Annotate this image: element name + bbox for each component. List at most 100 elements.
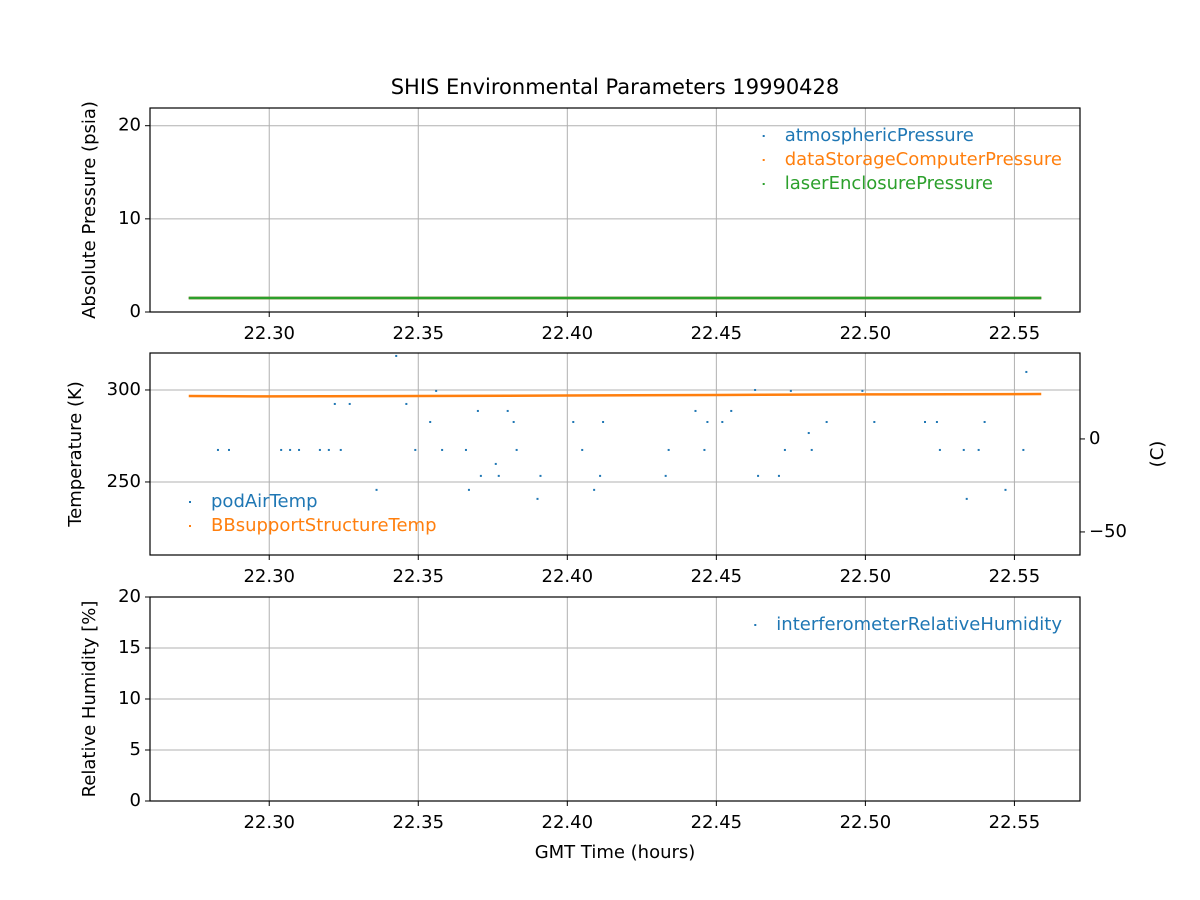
x-tick-label: 22.30 — [243, 566, 295, 587]
y2-axis-label: (C) — [1147, 441, 1168, 468]
data-point — [825, 420, 828, 423]
data-point — [289, 448, 292, 451]
y-tick-label: 0 — [130, 790, 141, 811]
y-tick-label: 5 — [130, 739, 141, 760]
legend-label: dataStorageComputerPressure — [785, 149, 1062, 170]
data-point — [593, 488, 596, 491]
data-point — [861, 389, 864, 392]
data-point — [497, 474, 500, 477]
data-point — [602, 420, 605, 423]
x-tick-label: 22.50 — [840, 566, 892, 587]
data-point — [479, 474, 482, 477]
legend-marker — [754, 624, 757, 626]
data-point — [375, 488, 378, 491]
data-point — [405, 402, 408, 405]
x-tick-label: 22.35 — [393, 566, 445, 587]
data-point — [536, 497, 539, 500]
data-point — [730, 409, 733, 412]
y-tick-label: 0 — [130, 301, 141, 322]
data-point — [216, 448, 219, 451]
y-tick-label: 20 — [118, 115, 141, 136]
data-point — [515, 448, 518, 451]
data-point — [962, 448, 965, 451]
data-point — [935, 420, 938, 423]
axes-frame — [149, 352, 1081, 556]
x-tick-label: 22.55 — [989, 323, 1041, 344]
data-point — [965, 497, 968, 500]
legend-label: podAirTemp — [211, 491, 318, 512]
legend-label: interferometerRelativeHumidity — [776, 614, 1062, 635]
legend-marker — [762, 183, 765, 185]
x-tick-label: 22.45 — [691, 323, 743, 344]
data-point — [339, 448, 342, 451]
y-axis-label: Relative Humidity [%] — [79, 601, 100, 798]
data-point — [664, 474, 667, 477]
y2-tick-label: 0 — [1089, 428, 1100, 449]
legend-label: laserEnclosurePressure — [785, 173, 993, 194]
y-tick-label: 250 — [107, 471, 141, 492]
data-point — [476, 409, 479, 412]
data-point — [703, 448, 706, 451]
data-point — [348, 402, 351, 405]
x-tick-label: 22.40 — [542, 323, 594, 344]
x-tick-label: 22.55 — [989, 812, 1041, 833]
data-point — [599, 474, 602, 477]
legend-marker — [762, 135, 765, 137]
data-point — [1004, 488, 1007, 491]
legend-marker — [189, 525, 191, 527]
x-tick-label: 22.55 — [989, 566, 1041, 587]
data-point — [539, 474, 542, 477]
x-tick-label: 22.45 — [691, 812, 743, 833]
x-tick-label: 22.50 — [840, 323, 892, 344]
series-line — [188, 392, 1042, 398]
y-tick-label: 15 — [118, 637, 141, 658]
data-point — [333, 402, 336, 405]
data-point — [512, 420, 515, 423]
x-tick-label: 22.45 — [691, 566, 743, 587]
x-tick-label: 22.35 — [393, 323, 445, 344]
axes-frame — [149, 107, 1081, 313]
data-point — [977, 448, 980, 451]
data-point — [1025, 370, 1028, 373]
y2-tick-label: −50 — [1089, 521, 1127, 542]
legend-label: BBsupportStructureTemp — [211, 515, 437, 536]
x-tick-label: 22.50 — [840, 812, 892, 833]
data-point — [494, 462, 497, 465]
data-point — [572, 420, 575, 423]
data-point — [938, 448, 941, 451]
legend-marker — [189, 501, 191, 503]
data-point — [464, 448, 467, 451]
data-point — [414, 448, 417, 451]
x-tick-label: 22.35 — [393, 812, 445, 833]
data-point — [581, 448, 584, 451]
axes-frame — [149, 596, 1081, 802]
data-point — [429, 420, 432, 423]
data-point — [721, 420, 724, 423]
data-point — [441, 448, 444, 451]
chart-title: SHIS Environmental Parameters 19990428 — [391, 75, 840, 99]
data-point — [435, 389, 438, 392]
data-point — [783, 448, 786, 451]
data-point — [694, 409, 697, 412]
data-point — [789, 389, 792, 392]
legend-label: atmosphericPressure — [785, 125, 974, 146]
legend-marker — [762, 159, 765, 161]
data-point — [327, 448, 330, 451]
x-tick-label: 22.30 — [243, 323, 295, 344]
data-point — [757, 474, 760, 477]
data-point — [298, 448, 301, 451]
data-point — [807, 432, 810, 435]
y-tick-label: 10 — [118, 688, 141, 709]
data-point — [467, 488, 470, 491]
data-point — [506, 409, 509, 412]
data-point — [395, 354, 398, 357]
x-tick-label: 22.30 — [243, 812, 295, 833]
data-point — [227, 448, 230, 451]
data-point — [1022, 448, 1025, 451]
y-axis-label: Absolute Pressure (psia) — [79, 101, 100, 319]
x-axis-label: GMT Time (hours) — [535, 842, 696, 863]
data-point — [873, 420, 876, 423]
data-point — [280, 448, 283, 451]
data-point — [318, 448, 321, 451]
